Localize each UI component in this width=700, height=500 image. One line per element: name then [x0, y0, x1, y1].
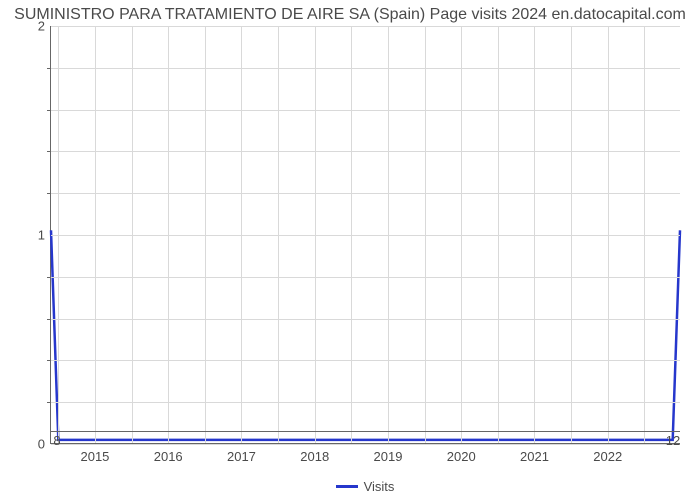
x-tick-label: 2017 — [227, 443, 256, 464]
x-tick-label: 2018 — [300, 443, 329, 464]
x-gridline — [608, 26, 609, 443]
x-tick-label: 2021 — [520, 443, 549, 464]
y-tick-label: 1 — [38, 228, 51, 243]
y-minor-gridline — [51, 110, 680, 111]
secondary-x-axis — [51, 431, 680, 432]
x-gridline — [534, 26, 535, 443]
legend: Visits — [50, 478, 680, 494]
y-minor-gridline — [51, 68, 680, 69]
x-minor-gridline — [425, 26, 426, 443]
x-gridline — [168, 26, 169, 443]
y-tick-label: 2 — [38, 19, 51, 34]
y-minor-gridline — [51, 277, 680, 278]
y-gridline — [51, 235, 680, 236]
x-minor-gridline — [644, 26, 645, 443]
chart-area: 01220152016201720182019202020212022812 — [50, 26, 680, 444]
y-minor-gridline — [51, 151, 680, 152]
series-line-visits — [51, 230, 680, 440]
x-tick-label: 2019 — [374, 443, 403, 464]
y-minor-gridline — [51, 360, 680, 361]
x-minor-gridline — [498, 26, 499, 443]
legend-swatch-visits — [336, 485, 358, 488]
secondary-x-tick-label: 8 — [53, 433, 60, 448]
x-tick-label: 2020 — [447, 443, 476, 464]
y-tick-label: 0 — [38, 437, 51, 452]
legend-label-visits: Visits — [364, 479, 395, 494]
x-minor-gridline — [351, 26, 352, 443]
y-minor-gridline — [51, 402, 680, 403]
x-minor-gridline — [132, 26, 133, 443]
plot-region: 01220152016201720182019202020212022812 — [50, 26, 680, 444]
y-gridline — [51, 444, 680, 445]
x-tick-label: 2022 — [593, 443, 622, 464]
x-tick-label: 2016 — [154, 443, 183, 464]
x-gridline — [388, 26, 389, 443]
x-gridline — [315, 26, 316, 443]
x-minor-gridline — [58, 26, 59, 443]
x-minor-gridline — [571, 26, 572, 443]
y-minor-gridline — [51, 319, 680, 320]
x-gridline — [95, 26, 96, 443]
x-minor-gridline — [205, 26, 206, 443]
x-gridline — [461, 26, 462, 443]
y-minor-gridline — [51, 193, 680, 194]
x-minor-gridline — [278, 26, 279, 443]
y-gridline — [51, 26, 680, 27]
x-gridline — [241, 26, 242, 443]
x-tick-label: 2015 — [80, 443, 109, 464]
secondary-x-tick-label: 12 — [666, 433, 680, 448]
chart-title: SUMINISTRO PARA TRATAMIENTO DE AIRE SA (… — [0, 0, 700, 24]
